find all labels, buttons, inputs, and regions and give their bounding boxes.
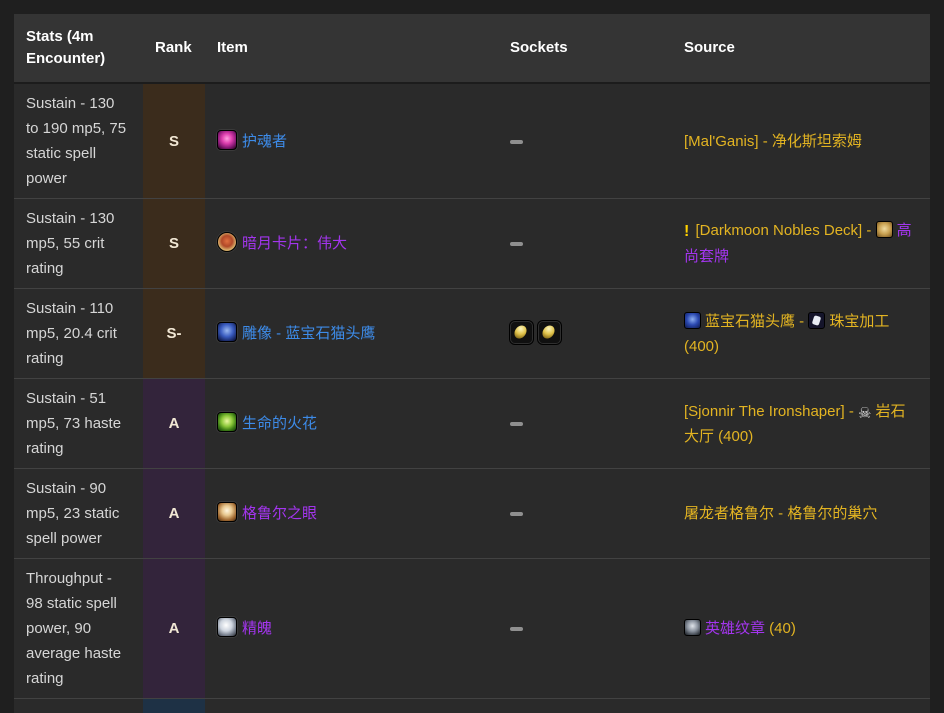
exclamation-icon: !: [684, 219, 689, 244]
no-sockets-dash: [510, 422, 523, 426]
item-cell: 格鲁尔之眼: [205, 469, 498, 559]
sockets-cell: [498, 83, 672, 199]
stats-cell: Sustain - 51 mp5, 73 haste rating: [14, 379, 143, 469]
source-cell: 蓝宝石猫头鹰 - 珠宝加工 (400): [672, 289, 930, 379]
no-sockets-dash: [510, 140, 523, 144]
gruul-eye-icon[interactable]: [217, 502, 237, 522]
yellow-socket-gem-icon[interactable]: [538, 321, 561, 344]
source-cell: [Sjonnir The Ironshaper] - ☠岩石大厅 (400): [672, 379, 930, 469]
rank-cell: S-: [143, 289, 205, 379]
source-cell: 英雄纹章 (40): [672, 559, 930, 699]
no-sockets-dash: [510, 627, 523, 631]
item-cell: 生命的火花: [205, 379, 498, 469]
deck-icon[interactable]: [876, 221, 893, 238]
header-rank: Rank: [143, 14, 205, 83]
source-cell: 屠龙者格鲁尔 - 格鲁尔的巢穴: [672, 469, 930, 559]
table-row: Sustain - 130 to 190 mp5, 75 static spel…: [14, 83, 930, 199]
owl-icon[interactable]: [684, 312, 701, 329]
source-cell: ! [Darkmoon Nobles Deck] - 高尚套牌: [672, 199, 930, 289]
stats-cell: Sustain - 130 mp5, 55 crit rating: [14, 199, 143, 289]
sockets-cell: [498, 289, 672, 379]
stats-cell: Sustain - 110 mp5, 20.4 crit rating: [14, 289, 143, 379]
sockets-cell: [498, 469, 672, 559]
item-link[interactable]: 雕像 - 蓝宝石猫头鹰: [242, 325, 375, 342]
table-row: [14, 699, 930, 713]
jewelcrafting-icon[interactable]: [808, 312, 825, 329]
sockets-cell: [498, 559, 672, 699]
rank-cell: S: [143, 199, 205, 289]
header-source: Source: [672, 14, 930, 83]
source-link[interactable]: 蓝宝石猫头鹰 -: [705, 313, 808, 330]
item-cell: 护魂者: [205, 83, 498, 199]
sockets-cell: [498, 699, 672, 713]
no-sockets-dash: [510, 512, 523, 516]
stats-cell: Sustain - 90 mp5, 23 static spell power: [14, 469, 143, 559]
source-cell: [Mal'Ganis] - 净化斯坦索姆: [672, 83, 930, 199]
source-link[interactable]: [Darkmoon Nobles Deck] -: [691, 222, 875, 239]
darkmoon-card-icon[interactable]: [217, 232, 237, 252]
sockets-cell: [498, 379, 672, 469]
life-spark-icon[interactable]: [217, 412, 237, 432]
item-link[interactable]: 暗月卡片：伟大: [242, 235, 347, 252]
source-link[interactable]: 屠龙者格鲁尔 - 格鲁尔的巢穴: [684, 505, 877, 522]
table-row: Throughput - 98 static spell power, 90 a…: [14, 559, 930, 699]
stats-cell: Sustain - 130 to 190 mp5, 75 static spel…: [14, 83, 143, 199]
sockets-cell: [498, 199, 672, 289]
item-ranking-table-container: Stats (4m Encounter) Rank Item Sockets S…: [14, 14, 930, 713]
source-link[interactable]: [Sjonnir The Ironshaper] -: [684, 403, 858, 420]
header-stats: Stats (4m Encounter): [14, 14, 143, 83]
source-link[interactable]: (40): [765, 620, 796, 637]
item-link[interactable]: 护魂者: [242, 133, 287, 150]
rank-cell: S: [143, 83, 205, 199]
item-cell: [205, 699, 498, 713]
item-link[interactable]: 格鲁尔之眼: [242, 505, 317, 522]
sapphire-statue-icon[interactable]: [217, 322, 237, 342]
item-cell: 雕像 - 蓝宝石猫头鹰: [205, 289, 498, 379]
soul-orb-icon[interactable]: [217, 130, 237, 150]
stats-cell: Throughput - 98 static spell power, 90 a…: [14, 559, 143, 699]
item-ranking-table: Stats (4m Encounter) Rank Item Sockets S…: [14, 14, 930, 713]
no-sockets-dash: [510, 242, 523, 246]
rank-cell: A: [143, 559, 205, 699]
header-item: Item: [205, 14, 498, 83]
stats-cell: [14, 699, 143, 713]
item-link[interactable]: 生命的火花: [242, 415, 317, 432]
yellow-socket-gem-icon[interactable]: [510, 321, 533, 344]
source-link[interactable]: 英雄纹章: [705, 620, 765, 637]
header-row: Stats (4m Encounter) Rank Item Sockets S…: [14, 14, 930, 83]
rank-cell: A: [143, 379, 205, 469]
item-link[interactable]: 精魄: [242, 620, 272, 637]
emblem-icon[interactable]: [684, 619, 701, 636]
source-link[interactable]: [Mal'Ganis] - 净化斯坦索姆: [684, 133, 862, 150]
item-cell: 暗月卡片：伟大: [205, 199, 498, 289]
rank-cell: [143, 699, 205, 713]
essence-orb-icon[interactable]: [217, 617, 237, 637]
item-cell: 精魄: [205, 559, 498, 699]
rank-cell: A: [143, 469, 205, 559]
skull-icon[interactable]: ☠: [858, 406, 871, 421]
source-cell: [672, 699, 930, 713]
header-sockets: Sockets: [498, 14, 672, 83]
